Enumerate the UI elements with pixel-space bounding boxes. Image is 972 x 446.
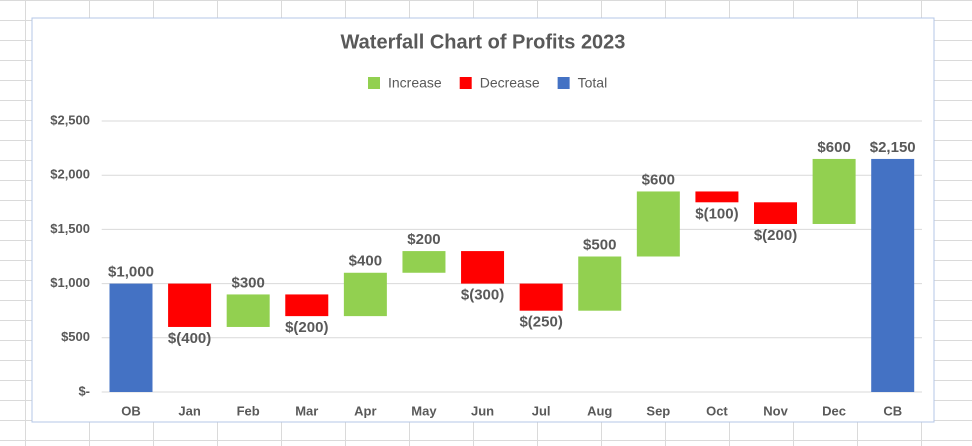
- value-label: $1,000: [108, 264, 154, 281]
- x-tick-label: May: [411, 403, 437, 418]
- value-label: $400: [349, 253, 382, 270]
- x-tick-label: CB: [883, 403, 902, 418]
- x-tick-label: Mar: [295, 403, 318, 418]
- y-tick-label: $1,500: [50, 221, 90, 236]
- value-label: $(200): [285, 319, 328, 336]
- bar: [461, 251, 505, 284]
- bar: [695, 191, 739, 203]
- bar: [871, 158, 915, 392]
- legend-label: Total: [578, 75, 608, 91]
- x-tick-label: Jul: [532, 403, 551, 418]
- y-tick-label: $2,000: [50, 167, 90, 182]
- bar: [168, 283, 212, 327]
- legend-swatch: [459, 77, 472, 89]
- value-label: $500: [583, 236, 616, 253]
- value-label: $600: [642, 171, 675, 188]
- value-label: $600: [817, 139, 850, 156]
- bar: [226, 294, 270, 327]
- value-label: $(100): [695, 205, 738, 222]
- legend-swatch: [557, 77, 570, 89]
- value-label: $(200): [754, 227, 797, 244]
- y-tick-label: $-: [78, 383, 90, 398]
- value-label: $(300): [461, 287, 504, 304]
- bar: [285, 294, 329, 317]
- y-tick-label: $500: [61, 329, 90, 344]
- value-label: $300: [231, 274, 264, 291]
- x-tick-label: Sep: [646, 403, 670, 418]
- x-tick-label: Feb: [237, 403, 260, 418]
- value-label: $(250): [519, 314, 562, 331]
- bar: [754, 202, 798, 224]
- y-tick-label: $1,000: [50, 275, 90, 290]
- legend-label: Increase: [388, 75, 442, 91]
- x-tick-label: OB: [121, 403, 141, 418]
- value-label: $200: [407, 231, 440, 248]
- value-label: $(400): [168, 330, 211, 347]
- x-tick-label: Jan: [178, 403, 200, 418]
- legend-swatch: [368, 77, 380, 89]
- x-tick-label: Dec: [822, 403, 846, 418]
- legend-label: Decrease: [480, 75, 540, 91]
- bar: [402, 251, 446, 273]
- x-tick-label: Aug: [587, 403, 612, 418]
- chart-title: Waterfall Chart of Profits 2023: [341, 31, 626, 53]
- y-tick-label: $2,500: [50, 112, 90, 127]
- bar: [636, 191, 680, 257]
- x-tick-label: Jun: [471, 403, 494, 418]
- bar: [519, 283, 563, 311]
- bar: [578, 256, 622, 311]
- bar: [109, 283, 153, 392]
- x-tick-label: Apr: [354, 403, 376, 418]
- x-tick-label: Oct: [706, 403, 728, 418]
- bar: [812, 158, 856, 224]
- x-tick-label: Nov: [763, 403, 788, 418]
- value-label: $2,150: [870, 139, 916, 156]
- bar: [343, 272, 387, 317]
